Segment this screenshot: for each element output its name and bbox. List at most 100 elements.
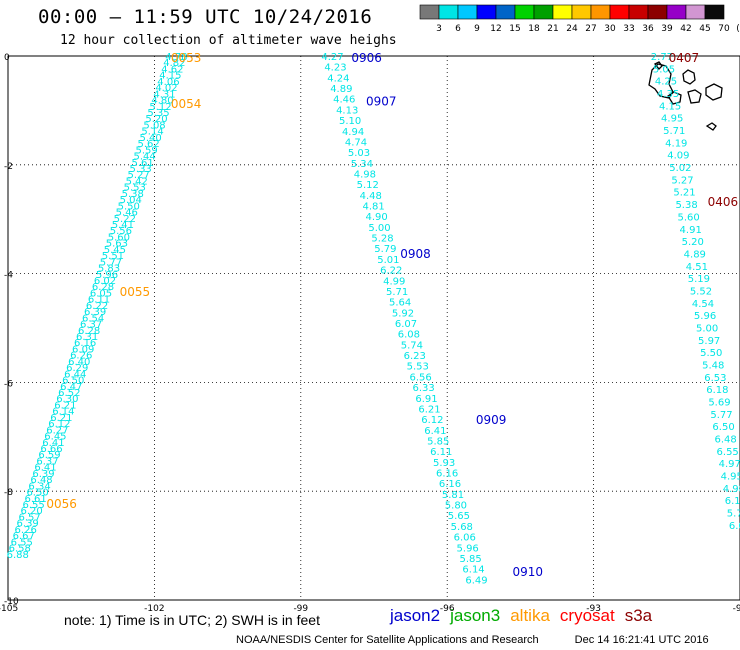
colorbar-label: 3 bbox=[436, 24, 442, 34]
swh-value: 6.41 bbox=[34, 463, 56, 474]
swh-value: 6.53 bbox=[704, 373, 726, 384]
swh-value: 6.50 bbox=[62, 376, 84, 387]
colorbar-swatch bbox=[704, 4, 725, 20]
colorbar-swatch bbox=[533, 4, 554, 20]
colorbar-swatch bbox=[419, 4, 440, 20]
colorbar-label: 21 bbox=[547, 24, 558, 34]
swh-value: 5.05 bbox=[653, 64, 675, 75]
footer-credit: NOAA/NESDIS Center for Satellite Applica… bbox=[236, 634, 709, 646]
swh-value: 4.62 bbox=[161, 64, 183, 75]
swh-value: 5.79 bbox=[374, 244, 396, 255]
pass-time-label: 0907 bbox=[366, 95, 397, 109]
swh-value: 5.46 bbox=[116, 208, 138, 219]
swh-value: 6.14 bbox=[462, 565, 484, 576]
legend-cryosat: cryosat bbox=[559, 606, 615, 625]
swh-value: 5.53 bbox=[407, 362, 429, 373]
swh-value: 6.22 bbox=[86, 301, 108, 312]
colorbar-label: 15 bbox=[509, 24, 520, 34]
swh-value: 6.31 bbox=[76, 332, 98, 343]
swh-value: 5.12 bbox=[357, 180, 379, 191]
swh-value: 6.66 bbox=[40, 444, 62, 455]
swh-value: 6.05 bbox=[90, 288, 112, 299]
swh-value: 6.37 bbox=[36, 456, 58, 467]
y-tick-label: -8 bbox=[4, 488, 13, 498]
swh-value: 5.77 bbox=[100, 257, 122, 268]
pass-time-label: 0908 bbox=[400, 247, 431, 261]
x-tick-label: -90 bbox=[733, 604, 740, 614]
swh-value: 4.81 bbox=[363, 202, 385, 213]
swh-value: 5.69 bbox=[708, 398, 730, 409]
swh-value: 4.35 bbox=[657, 89, 679, 100]
colorbar-label: 30 bbox=[604, 24, 616, 34]
map-title: 00:00 – 11:59 UTC 10/24/2016 bbox=[38, 6, 373, 28]
pass-time-label: 0407 bbox=[669, 51, 700, 65]
swh-value: 6.39 bbox=[32, 469, 54, 480]
swh-value: 4.46 bbox=[333, 95, 355, 106]
colorbar-swatch bbox=[590, 4, 611, 20]
swh-value: 6.12 bbox=[421, 415, 443, 426]
swh-value: 5.42 bbox=[126, 176, 148, 187]
swh-value: 6.27 bbox=[46, 425, 68, 436]
swh-value: 5.00 bbox=[696, 323, 718, 334]
swh-value: 6.34 bbox=[28, 481, 50, 492]
swh-value: 5.80 bbox=[445, 501, 467, 512]
swh-tracks: 4.784.824.624.154.064.024.314.805.125.35… bbox=[7, 52, 740, 586]
swh-value: 5.22 bbox=[114, 214, 136, 225]
legend-jason3: jason3 bbox=[450, 606, 501, 625]
colorbar-swatch bbox=[628, 4, 649, 20]
swh-value: 6.11 bbox=[430, 447, 452, 458]
swh-value: 5.96 bbox=[96, 270, 118, 281]
colorbar-label: 24 bbox=[566, 24, 578, 34]
swh-value: 6.02 bbox=[94, 276, 116, 287]
swh-value: 6.22 bbox=[380, 266, 402, 277]
colorbar-swatch bbox=[552, 4, 573, 20]
swh-value: 6.49 bbox=[465, 575, 487, 586]
swh-value: 6.39 bbox=[84, 307, 106, 318]
swh-value: 5.71 bbox=[386, 287, 408, 298]
swh-value: 5.28 bbox=[371, 234, 393, 245]
colorbar-label: 45 bbox=[699, 24, 710, 34]
swh-value: 6.50 bbox=[712, 422, 734, 433]
swh-value: 6.11 bbox=[88, 295, 110, 306]
pass-time-label: 0906 bbox=[351, 51, 382, 65]
swh-value: 6.07 bbox=[395, 319, 417, 330]
swh-value: 6.55 bbox=[717, 447, 739, 458]
swh-value: 5.45 bbox=[104, 245, 126, 256]
swh-value: 6.09 bbox=[72, 344, 94, 355]
swh-value: 5.20 bbox=[682, 237, 704, 248]
swh-value: 4.97 bbox=[719, 459, 740, 470]
swh-value: 4.91 bbox=[680, 225, 702, 236]
legend-altika: altika bbox=[510, 606, 550, 625]
colorbar-label: 12 bbox=[490, 24, 501, 34]
swh-value: 6.21 bbox=[54, 400, 76, 411]
swh-value: 6.41 bbox=[424, 426, 446, 437]
swh-value: 6.26 bbox=[70, 351, 92, 362]
swh-value: 5.20 bbox=[145, 114, 167, 125]
swh-value: 6.57 bbox=[19, 512, 41, 523]
swh-value: 4.48 bbox=[360, 191, 382, 202]
swh-value: 5.92 bbox=[392, 308, 414, 319]
colorbar-label: 27 bbox=[585, 24, 596, 34]
x-tick-label: -96 bbox=[440, 604, 455, 614]
pass-time-label: 0909 bbox=[476, 413, 507, 427]
swh-value: 4.31 bbox=[153, 89, 175, 100]
swh-value: 6.54 bbox=[82, 313, 104, 324]
swh-value: 6.41 bbox=[42, 438, 64, 449]
swh-value: 4.13 bbox=[336, 105, 358, 116]
swh-value: 5.62 bbox=[137, 139, 159, 150]
swh-value: 6.56 bbox=[410, 372, 432, 383]
map-frame bbox=[7, 55, 740, 601]
legend-s3a: s3a bbox=[624, 606, 653, 625]
swh-value: 5.14 bbox=[141, 127, 163, 138]
colorbar-label: 39 bbox=[661, 24, 673, 34]
y-tick-label: 0 bbox=[4, 53, 10, 63]
swh-value: 5.96 bbox=[694, 311, 716, 322]
swh-value: 4.19 bbox=[665, 138, 687, 149]
swh-value: 4.94 bbox=[342, 127, 364, 138]
swh-value: 4.90 bbox=[365, 212, 387, 223]
x-tick-label: -99 bbox=[293, 604, 308, 614]
swh-value: 6.21 bbox=[418, 404, 440, 415]
swh-value: 5.48 bbox=[702, 361, 724, 372]
colorbar-swatch bbox=[514, 4, 535, 20]
